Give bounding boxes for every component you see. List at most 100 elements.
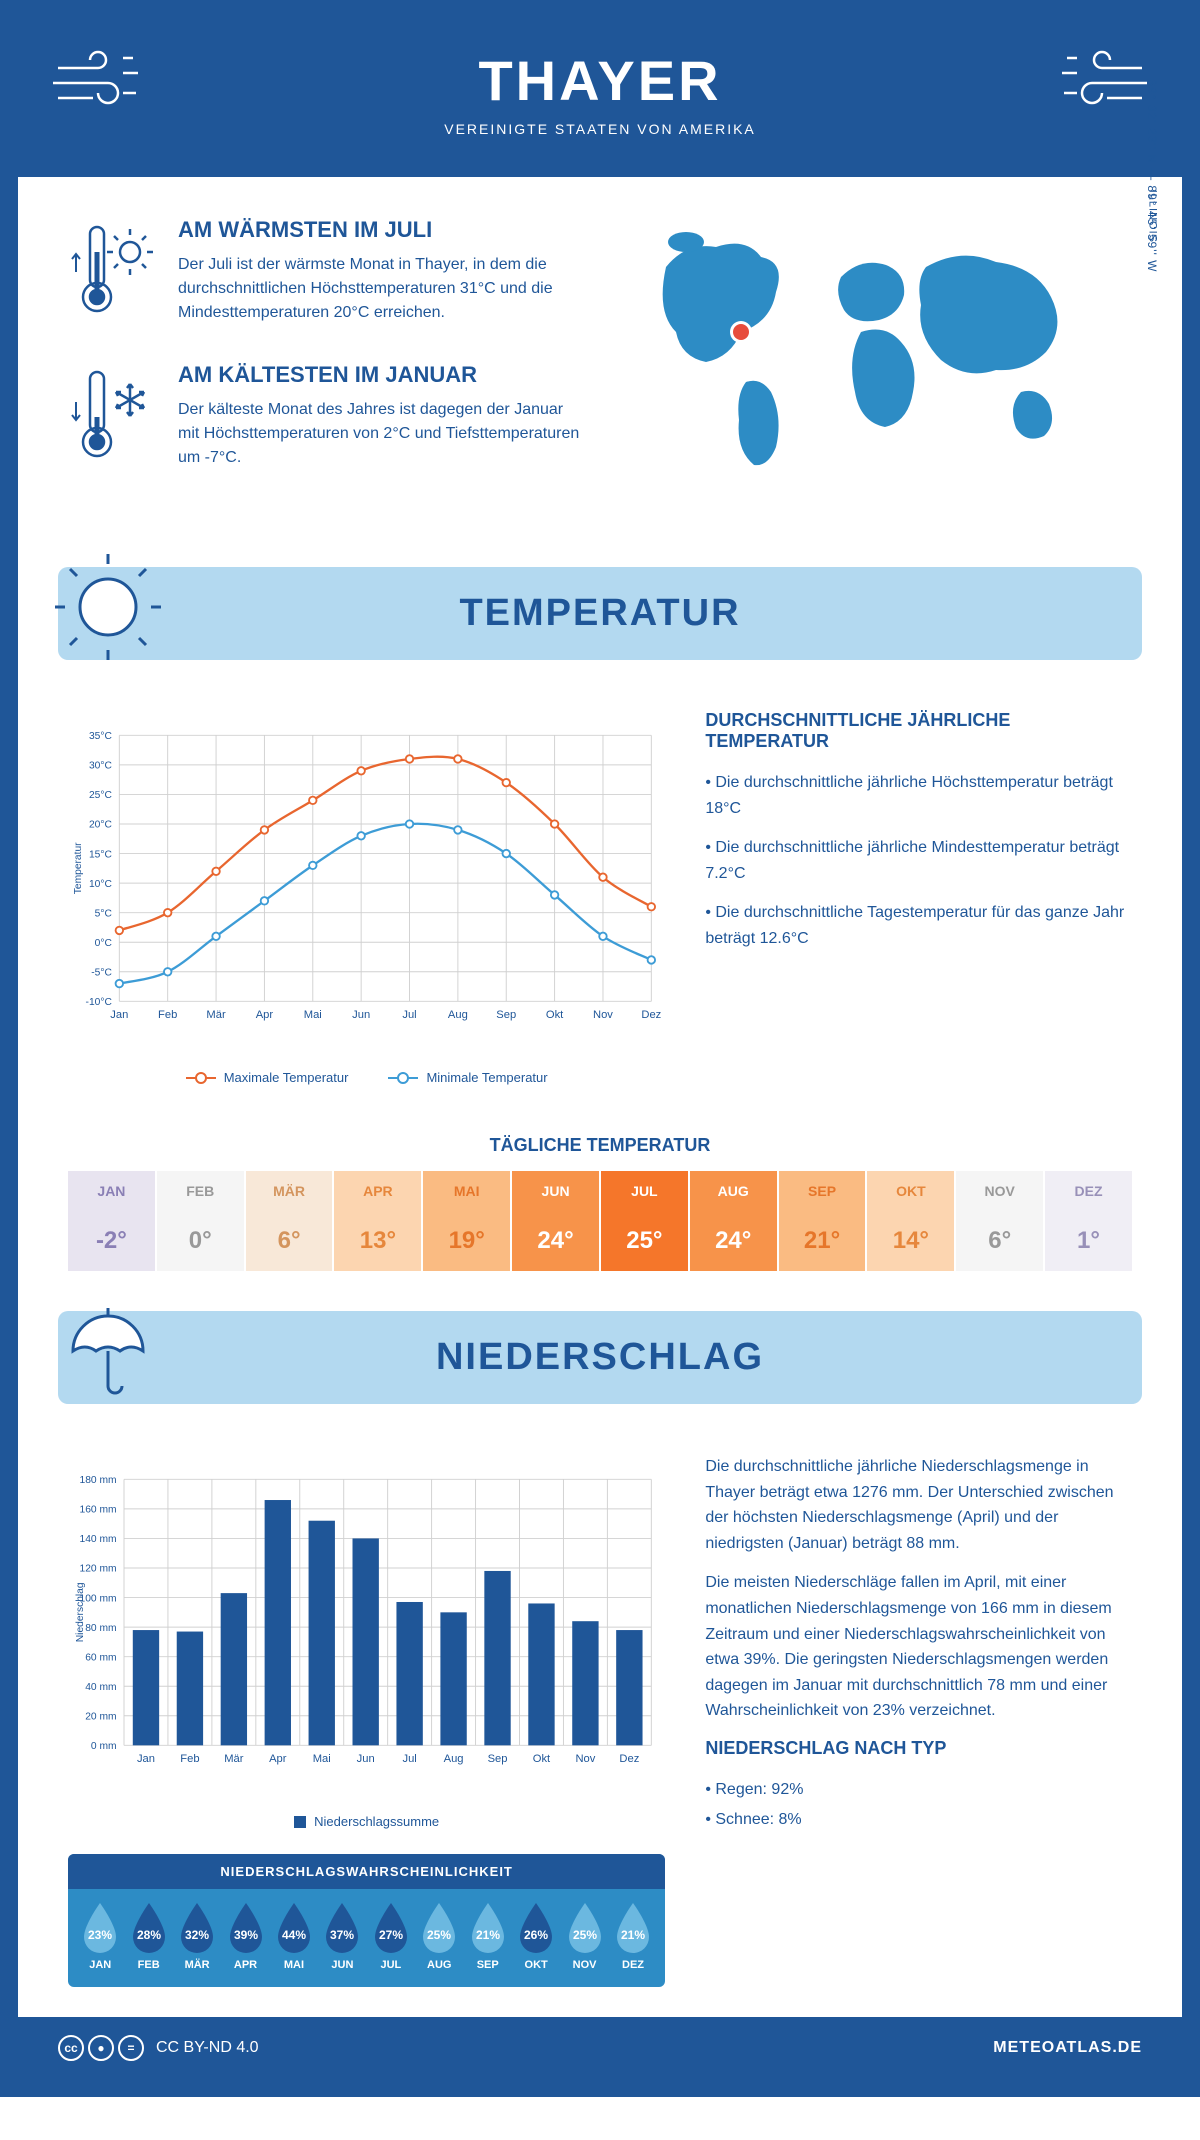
svg-text:0°C: 0°C: [95, 938, 113, 949]
precipitation-text: Die durchschnittliche jährliche Niedersc…: [705, 1454, 1132, 1987]
svg-text:15°C: 15°C: [89, 849, 113, 860]
prob-drop: 26%OKT: [512, 1901, 560, 1971]
sun-icon: [53, 552, 163, 667]
precip-probability-box: NIEDERSCHLAGSWAHRSCHEINLICHKEIT 23%JAN28…: [68, 1854, 665, 1987]
svg-text:Sep: Sep: [496, 1009, 516, 1021]
svg-text:32%: 32%: [185, 1928, 209, 1942]
temperature-banner: TEMPERATUR: [58, 567, 1142, 660]
svg-text:Jul: Jul: [402, 1009, 416, 1021]
warmest-title: AM WÄRMSTEN IM JULI: [178, 217, 580, 243]
precip-prob-drops: 23%JAN28%FEB32%MÄR39%APR44%MAI37%JUN27%J…: [68, 1889, 665, 1975]
svg-text:Feb: Feb: [158, 1009, 177, 1021]
temp-bullet-3: • Die durchschnittliche Tagestemperatur …: [705, 900, 1132, 951]
thermometer-sun-icon: [68, 217, 158, 332]
coldest-text: Der kälteste Monat des Jahres ist dagege…: [178, 398, 580, 470]
location-title: THAYER: [38, 48, 1162, 113]
wind-icon-left: [48, 48, 148, 123]
precip-prob-title: NIEDERSCHLAGSWAHRSCHEINLICHKEIT: [68, 1854, 665, 1889]
svg-text:Okt: Okt: [533, 1753, 551, 1765]
precip-p2: Die meisten Niederschläge fallen im Apri…: [705, 1570, 1132, 1724]
temp-cell: JUN24°: [512, 1171, 601, 1271]
svg-text:-5°C: -5°C: [91, 968, 112, 979]
warmest-text: Der Juli ist der wärmste Monat in Thayer…: [178, 253, 580, 325]
site-name: METEOATLAS.DE: [993, 2039, 1142, 2057]
location-subtitle: VEREINIGTE STAATEN VON AMERIKA: [38, 121, 1162, 137]
cc-icons: cc ● =: [58, 2035, 144, 2061]
svg-text:160 mm: 160 mm: [80, 1505, 117, 1516]
prob-drop: 39%APR: [221, 1901, 269, 1971]
svg-text:35°C: 35°C: [89, 731, 113, 742]
svg-text:Sep: Sep: [488, 1753, 508, 1765]
svg-text:44%: 44%: [282, 1928, 306, 1942]
svg-text:Jun: Jun: [352, 1009, 370, 1021]
svg-text:180 mm: 180 mm: [80, 1475, 117, 1486]
svg-text:Apr: Apr: [269, 1753, 287, 1765]
svg-text:5°C: 5°C: [95, 908, 113, 919]
temperature-heading: TEMPERATUR: [78, 592, 1122, 635]
prob-drop: 28%FEB: [124, 1901, 172, 1971]
svg-text:Niederschlag: Niederschlag: [75, 1582, 86, 1642]
cc-icon: cc: [58, 2035, 84, 2061]
temp-cell: FEB0°: [157, 1171, 246, 1271]
svg-text:0 mm: 0 mm: [91, 1741, 117, 1752]
svg-text:Jul: Jul: [402, 1753, 416, 1765]
precip-type-heading: NIEDERSCHLAG NACH TYP: [705, 1738, 1132, 1759]
svg-text:40 mm: 40 mm: [85, 1682, 116, 1693]
svg-text:120 mm: 120 mm: [80, 1564, 117, 1575]
precip-legend: Niederschlagssumme: [68, 1814, 665, 1829]
svg-text:27%: 27%: [379, 1928, 403, 1942]
header: THAYER VEREINIGTE STAATEN VON AMERIKA: [18, 18, 1182, 177]
svg-text:Nov: Nov: [593, 1009, 613, 1021]
svg-text:-10°C: -10°C: [86, 997, 113, 1008]
intro-section: AM WÄRMSTEN IM JULI Der Juli ist der wär…: [18, 177, 1182, 547]
svg-text:30°C: 30°C: [89, 761, 113, 772]
prob-drop: 21%SEP: [464, 1901, 512, 1971]
svg-text:Nov: Nov: [575, 1753, 595, 1765]
temp-text-heading: DURCHSCHNITTLICHE JÄHRLICHE TEMPERATUR: [705, 710, 1132, 752]
svg-text:Dez: Dez: [619, 1753, 639, 1765]
temp-cell: NOV6°: [956, 1171, 1045, 1271]
precipitation-heading: NIEDERSCHLAG: [78, 1336, 1122, 1379]
precip-snow: • Schnee: 8%: [705, 1807, 1132, 1833]
prob-drop: 32%MÄR: [173, 1901, 221, 1971]
by-icon: ●: [88, 2035, 114, 2061]
svg-text:60 mm: 60 mm: [85, 1652, 116, 1663]
prob-drop: 27%JUL: [367, 1901, 415, 1971]
svg-text:Mai: Mai: [304, 1009, 322, 1021]
legend-sum: Niederschlagssumme: [314, 1814, 439, 1829]
svg-text:Jan: Jan: [110, 1009, 128, 1021]
temp-cell: JAN-2°: [68, 1171, 157, 1271]
svg-text:20°C: 20°C: [89, 820, 113, 831]
temp-cell: JUL25°: [601, 1171, 690, 1271]
precip-rain: • Regen: 92%: [705, 1777, 1132, 1803]
license-text: CC BY-ND 4.0: [156, 2039, 259, 2057]
precip-p1: Die durchschnittliche jährliche Niedersc…: [705, 1454, 1132, 1556]
svg-text:Mär: Mär: [206, 1009, 226, 1021]
precipitation-content: 0 mm20 mm40 mm60 mm80 mm100 mm120 mm140 …: [18, 1424, 1182, 2017]
svg-text:Apr: Apr: [256, 1009, 274, 1021]
svg-text:26%: 26%: [524, 1928, 548, 1942]
svg-text:Aug: Aug: [444, 1753, 464, 1765]
svg-text:Mär: Mär: [224, 1753, 244, 1765]
footer: cc ● = CC BY-ND 4.0 METEOATLAS.DE: [18, 2017, 1182, 2079]
svg-text:Okt: Okt: [546, 1009, 564, 1021]
svg-text:25%: 25%: [427, 1928, 451, 1942]
prob-drop: 21%DEZ: [609, 1901, 657, 1971]
coldest-title: AM KÄLTESTEN IM JANUAR: [178, 362, 580, 388]
svg-text:Mai: Mai: [313, 1753, 331, 1765]
coldest-fact: AM KÄLTESTEN IM JANUAR Der kälteste Mona…: [68, 362, 580, 477]
temp-bullet-2: • Die durchschnittliche jährliche Mindes…: [705, 835, 1132, 886]
legend-min: Minimale Temperatur: [426, 1070, 547, 1085]
svg-text:21%: 21%: [476, 1928, 500, 1942]
warmest-fact: AM WÄRMSTEN IM JULI Der Juli ist der wär…: [68, 217, 580, 332]
temp-cell: DEZ1°: [1045, 1171, 1132, 1271]
temp-bullet-1: • Die durchschnittliche jährliche Höchst…: [705, 770, 1132, 821]
prob-drop: 25%AUG: [415, 1901, 463, 1971]
svg-text:10°C: 10°C: [89, 879, 113, 890]
precipitation-banner: NIEDERSCHLAG: [58, 1311, 1142, 1404]
temperature-content: -10°C-5°C0°C5°C10°C15°C20°C25°C30°C35°CJ…: [18, 680, 1182, 1115]
temperature-text: DURCHSCHNITTLICHE JÄHRLICHE TEMPERATUR •…: [705, 710, 1132, 1085]
temp-cell: MÄR6°: [246, 1171, 335, 1271]
prob-drop: 44%MAI: [270, 1901, 318, 1971]
temp-cell: OKT14°: [867, 1171, 956, 1271]
